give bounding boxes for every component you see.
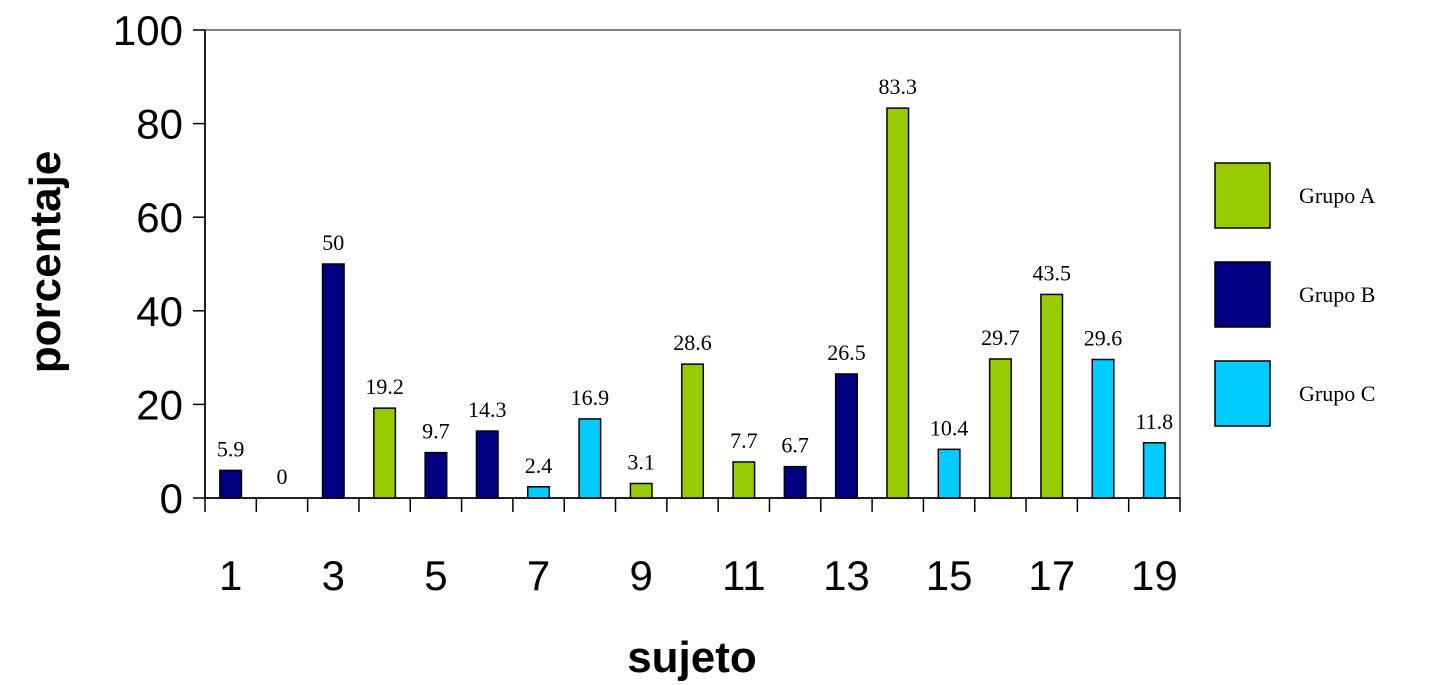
- data-label: 11.8: [1135, 409, 1173, 434]
- legend-label: Grupo A: [1299, 183, 1376, 208]
- data-label: 29.6: [1084, 325, 1123, 350]
- x-tick-label: 5: [424, 552, 447, 599]
- bar: [527, 486, 551, 499]
- y-tick-label: 100: [113, 7, 183, 54]
- bar: [732, 461, 756, 499]
- y-tick-label: 20: [136, 381, 183, 428]
- legend-swatch: [1214, 162, 1271, 229]
- bar: [219, 469, 243, 499]
- data-labels: 5.9 0 50 19.2 9.7 14.3 2.4 16.9 3.1 28.6 7.7 6.7 26.…: [217, 74, 1173, 489]
- y-axis: 0 20 40 60 80 100: [113, 7, 206, 522]
- x-tick-label: 7: [527, 552, 550, 599]
- bar: [886, 107, 910, 499]
- data-label: 83.3: [879, 74, 918, 99]
- legend-label: Grupo B: [1299, 282, 1375, 307]
- legend-label: Grupo C: [1299, 381, 1375, 406]
- bar: [373, 407, 397, 499]
- bar: [988, 358, 1012, 499]
- data-label: 0: [276, 464, 287, 489]
- bar: [629, 482, 653, 499]
- x-tick-label: 1: [219, 552, 242, 599]
- bar: [321, 263, 345, 499]
- bar: [783, 465, 807, 499]
- bars: [219, 107, 1166, 499]
- bar: [1040, 293, 1064, 499]
- data-label: 10.4: [930, 415, 969, 440]
- data-label: 14.3: [468, 397, 507, 422]
- data-label: 5.9: [217, 436, 245, 461]
- legend-swatch: [1214, 261, 1271, 328]
- y-tick-label: 80: [136, 101, 183, 148]
- bar: [834, 373, 858, 499]
- y-tick-label: 60: [136, 194, 183, 241]
- x-tick-label: 17: [1028, 552, 1075, 599]
- x-tick-label: 3: [322, 552, 345, 599]
- x-axis: 1 3 5 7 9 11 13 15 17 19: [204, 497, 1181, 599]
- x-tick-label: 19: [1131, 552, 1178, 599]
- x-tick-label: 13: [823, 552, 870, 599]
- x-tick-label: 9: [630, 552, 653, 599]
- y-tick-label: 0: [160, 475, 183, 522]
- bar: [1142, 442, 1166, 499]
- data-label: 9.7: [422, 419, 450, 444]
- x-axis-title: sujeto: [627, 633, 757, 682]
- data-label: 28.6: [673, 330, 712, 355]
- legend-swatch: [1214, 360, 1271, 427]
- bar: [1091, 358, 1115, 499]
- data-label: 26.5: [827, 340, 866, 365]
- data-label: 2.4: [525, 453, 553, 478]
- data-label: 6.7: [781, 433, 809, 458]
- data-label: 50: [322, 230, 344, 255]
- data-label: 16.9: [571, 385, 610, 410]
- x-tick-label: 15: [926, 552, 973, 599]
- bar: [424, 451, 448, 499]
- data-label: 7.7: [730, 428, 758, 453]
- bar: [680, 363, 705, 499]
- data-label: 43.5: [1032, 260, 1071, 285]
- y-axis-title: porcentaje: [21, 151, 70, 374]
- data-label: 29.7: [981, 325, 1020, 350]
- data-label: 3.1: [627, 449, 655, 474]
- bar: [475, 430, 499, 499]
- data-label: 19.2: [365, 374, 404, 399]
- bar: [937, 448, 961, 499]
- legend: Grupo A Grupo B Grupo C: [1214, 162, 1376, 427]
- y-tick-label: 40: [136, 288, 183, 335]
- x-tick-label: 11: [722, 552, 766, 599]
- bar: [578, 418, 602, 499]
